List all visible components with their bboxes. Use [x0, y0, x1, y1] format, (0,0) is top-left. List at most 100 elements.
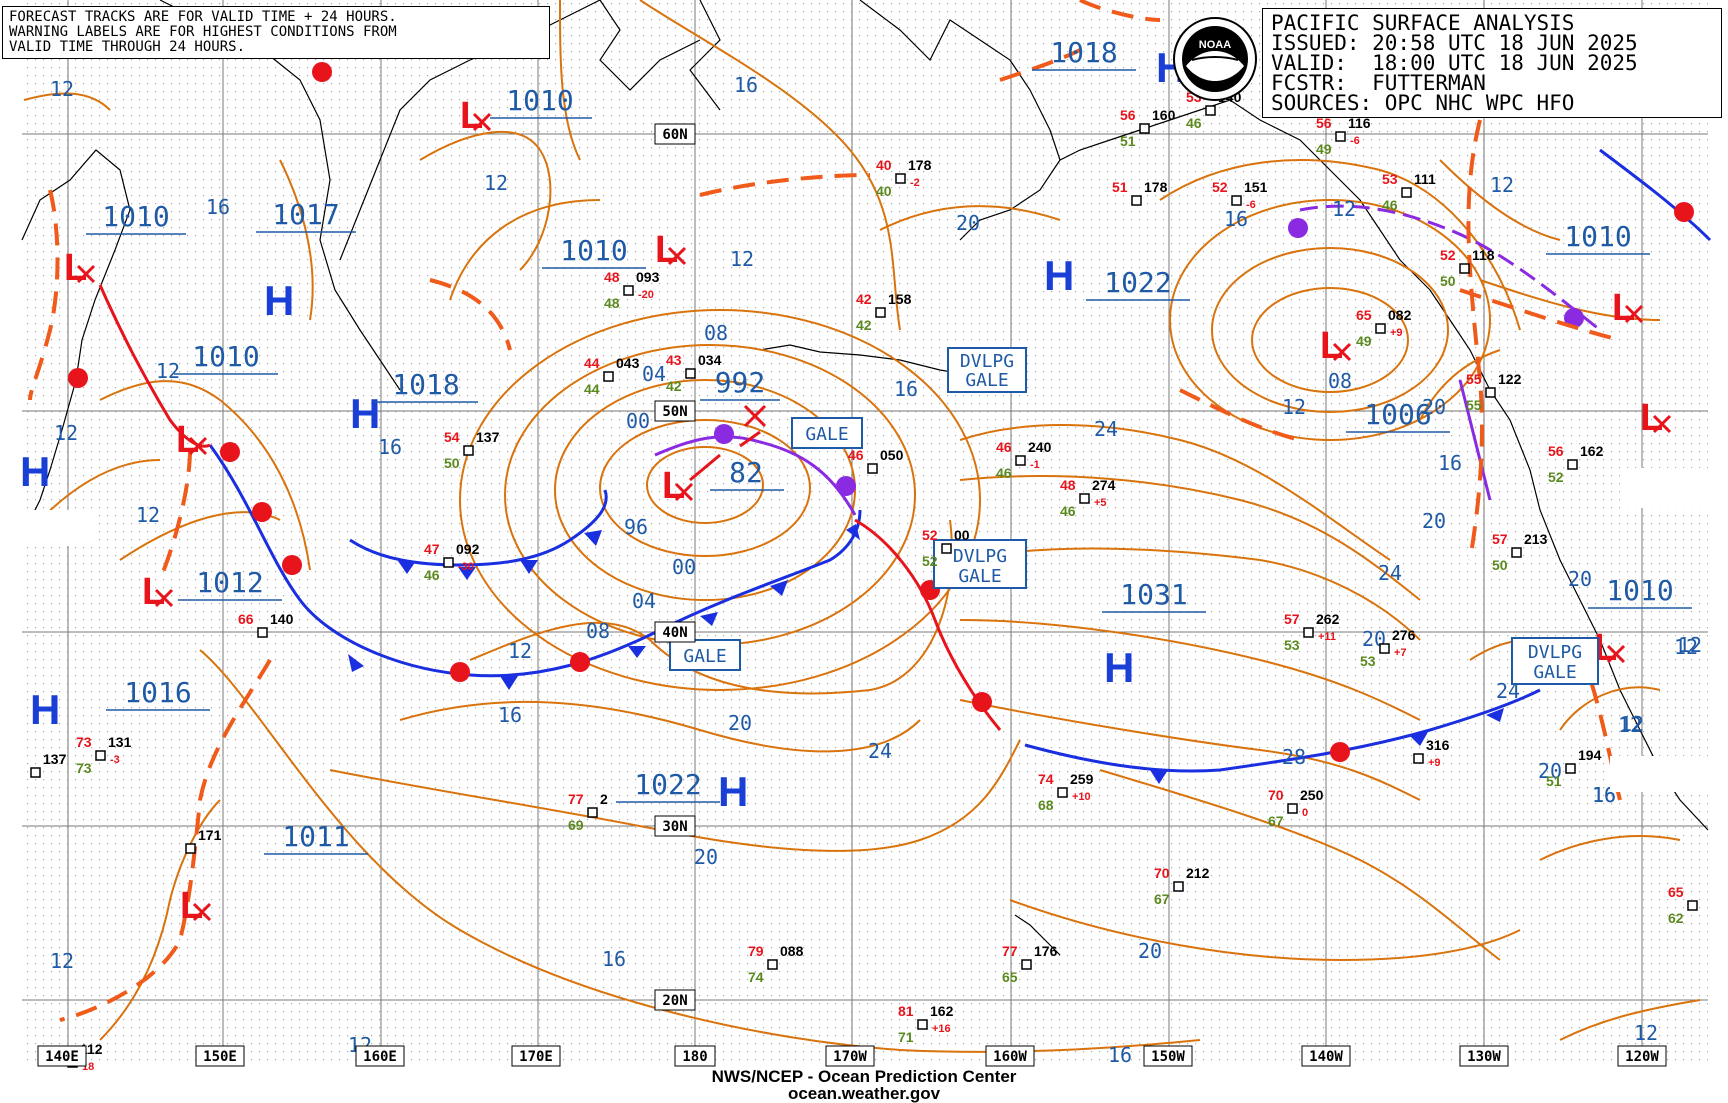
- lon-label: 130W: [1459, 1045, 1509, 1067]
- station-plot: 46 050: [848, 447, 904, 474]
- lon-label: 150W: [1143, 1045, 1193, 1067]
- lon-label-text: 140W: [1309, 1049, 1343, 1065]
- isobar-label: 12: [1678, 633, 1702, 657]
- forecast-track-arrow: [739, 430, 761, 448]
- station-temperature: 48: [1060, 477, 1076, 493]
- isobar-label: 12: [1674, 635, 1698, 659]
- station-temperature: 40: [876, 157, 892, 173]
- station-plot: 56 116 49 -6: [1316, 115, 1371, 157]
- station-plot: 276 53 +7: [1360, 627, 1416, 669]
- station-marker: [875, 307, 886, 318]
- isobar-label: 16: [1108, 1043, 1132, 1067]
- svg-text:L: L: [176, 419, 199, 461]
- data-sources: SOURCES: OPC NHC WPC HFO: [1271, 91, 1575, 115]
- station-marker: [587, 807, 598, 818]
- svg-text:L: L: [662, 465, 685, 507]
- station-pressure: 262: [1316, 611, 1340, 627]
- station-marker: [917, 1019, 928, 1030]
- station-plot: 40 178 40 -2: [876, 157, 932, 199]
- station-plot: 171: [185, 827, 222, 854]
- pressure-center-labels: 1018 1010 1010 1017 1010 1010 1018 1012 …: [102, 36, 1673, 853]
- lon-label: 160W: [985, 1045, 1035, 1067]
- pressure-label: 1017: [272, 198, 339, 231]
- svg-text:L: L: [460, 95, 483, 137]
- lon-label: 180: [674, 1045, 716, 1067]
- station-temperature: 73: [76, 734, 92, 750]
- station-temperature: 77: [1002, 943, 1018, 959]
- station-temperature: 44: [584, 355, 600, 371]
- isobar-labels: 12 16 12 12 12 12 16 12 16 12 12 08 04 0…: [50, 73, 1702, 1067]
- station-dewpoint: 46: [424, 567, 440, 583]
- station-marker: [1231, 195, 1242, 206]
- gale-warning[interactable]: GALE: [791, 417, 863, 449]
- station-temperature: 65: [1356, 307, 1372, 323]
- station-dewpoint: 46: [1382, 197, 1398, 213]
- station-dewpoint: 52: [1548, 469, 1564, 485]
- low-symbol: L: [1612, 287, 1644, 329]
- station-dewpoint: 74: [748, 969, 764, 985]
- station-temperature: 66: [238, 611, 254, 627]
- pressure-label: 1010: [1606, 574, 1673, 607]
- station-pressure: 276: [1392, 627, 1416, 643]
- high-symbol: H: [350, 390, 380, 437]
- coast-bering: [689, 0, 721, 111]
- warning-text-line2: GALE: [1533, 662, 1576, 683]
- station-dewpoint: 53: [1284, 637, 1300, 653]
- station-dewpoint: 69: [568, 817, 584, 833]
- isobar-label: 20: [956, 211, 980, 235]
- developing-gale-warning[interactable]: DVLPG GALE: [947, 347, 1027, 393]
- isobar-label: 16: [602, 947, 626, 971]
- isobar-label: 16: [498, 703, 522, 727]
- station-plot: 42 158 42: [856, 291, 912, 333]
- cold-front-ne: [1599, 148, 1712, 242]
- footer: NWS/NCEP - Ocean Prediction Center ocean…: [0, 1068, 1728, 1102]
- station-pressure: 082: [1388, 307, 1412, 323]
- station-pressure: 050: [880, 447, 904, 463]
- pressure-label: 1022: [1104, 266, 1171, 299]
- lon-label-text: 150W: [1151, 1049, 1185, 1065]
- warning-text: GALE: [805, 424, 848, 445]
- station-temperature: 56: [1316, 115, 1332, 131]
- footer-url[interactable]: ocean.weather.gov: [787, 1084, 941, 1103]
- coast-kamchatka-japan: [21, 149, 131, 521]
- low-symbol: L: [655, 229, 687, 271]
- station-dewpoint: 67: [1268, 813, 1284, 829]
- svg-text:L: L: [1640, 397, 1663, 439]
- station-pressure: 158: [888, 291, 912, 307]
- warning-text-line1: DVLPG: [960, 351, 1014, 372]
- station-plot: 46 240 46 -1: [996, 439, 1052, 481]
- station-marker: [1459, 263, 1470, 274]
- station-tendency: -6: [1246, 199, 1256, 211]
- high-symbol: H: [718, 768, 748, 815]
- stationary-front-east: [1024, 688, 1541, 773]
- pressure-label: 1006: [1364, 398, 1431, 431]
- station-temperature: 57: [1492, 531, 1508, 547]
- svg-text:L: L: [142, 571, 165, 613]
- lon-label-text: 160E: [363, 1049, 397, 1065]
- lon-label: 170W: [825, 1045, 875, 1067]
- station-marker: [1079, 493, 1090, 504]
- station-temperature: 52: [1440, 247, 1456, 263]
- developing-gale-warning[interactable]: DVLPG GALE: [933, 539, 1027, 589]
- station-marker: [1205, 105, 1216, 116]
- analysis-header-box: PACIFIC SURFACE ANALYSIS ISSUED: 20:58 U…: [1262, 8, 1722, 118]
- station-pressure: 160: [1152, 107, 1176, 123]
- station-temperature: 43: [666, 352, 682, 368]
- station-marker: [257, 627, 268, 638]
- developing-gale-warning[interactable]: DVLPG GALE: [1511, 637, 1599, 685]
- station-pressure: 178: [1144, 179, 1168, 195]
- station-plot: 81 162 71 +16: [898, 1003, 954, 1045]
- isobar-label: 20: [1138, 939, 1162, 963]
- station-dewpoint: 49: [1356, 333, 1372, 349]
- lon-label: 150E: [195, 1045, 245, 1067]
- gale-warning[interactable]: GALE: [669, 639, 741, 671]
- isobar-label: 16: [1224, 207, 1248, 231]
- isobar-label: 24: [868, 739, 892, 763]
- station-marker: [1303, 627, 1314, 638]
- lon-label: 140E: [37, 1045, 87, 1067]
- station-marker: [603, 371, 614, 382]
- isobar-label: 20: [1538, 759, 1562, 783]
- station-tendency: -3: [110, 754, 120, 766]
- lat-label-text: 60N: [662, 127, 687, 143]
- edge-panel: [1620, 468, 1710, 508]
